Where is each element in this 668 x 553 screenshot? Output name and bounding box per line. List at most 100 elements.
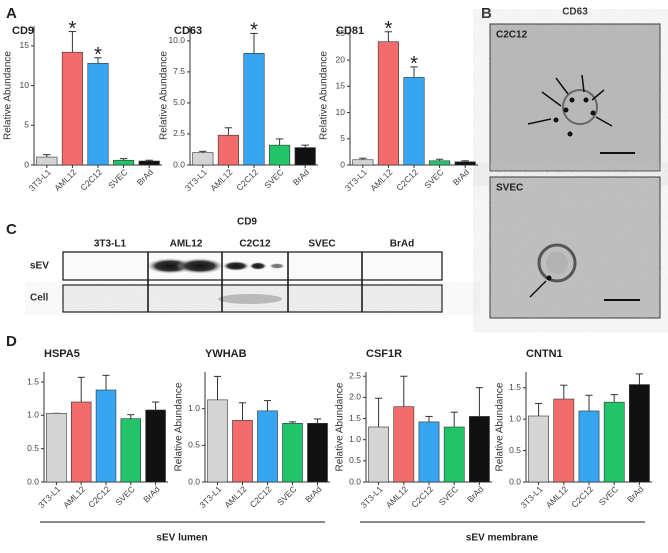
chart-title: CNTN1 bbox=[526, 348, 563, 360]
y-tick-label: 1.0 bbox=[188, 403, 200, 413]
y-axis-label: Relative Abundance bbox=[335, 382, 346, 471]
y-tick-label: 10.0 bbox=[168, 35, 185, 45]
significance-mark: * bbox=[250, 20, 258, 42]
y-tick-label: 25 bbox=[336, 28, 346, 38]
bar bbox=[443, 426, 465, 483]
chart-title: YWHAB bbox=[205, 348, 247, 360]
y-tick-label: 1.5 bbox=[27, 376, 39, 386]
bar bbox=[418, 421, 440, 483]
x-tick-label: C2C12 bbox=[394, 167, 420, 193]
y-tick-label: 5 bbox=[340, 133, 345, 143]
x-tick-label: SVEC bbox=[262, 167, 285, 190]
lane-label: BrAd bbox=[390, 239, 414, 250]
bar bbox=[257, 410, 278, 483]
bar bbox=[95, 389, 117, 483]
y-tick-label: 7.5 bbox=[173, 66, 185, 76]
bar bbox=[403, 77, 425, 166]
x-tick-label: AML12 bbox=[222, 484, 248, 510]
em-title: CD63 bbox=[562, 7, 588, 18]
bar bbox=[113, 159, 135, 166]
chart-title: HSPA5 bbox=[44, 348, 80, 360]
y-tick-label: 0.0 bbox=[27, 476, 39, 486]
x-tick-label: SVEC bbox=[422, 167, 445, 190]
x-tick-label: 3T3-L1 bbox=[343, 167, 369, 193]
bar bbox=[269, 144, 291, 166]
x-tick-label: 3T3-L1 bbox=[358, 484, 384, 510]
x-tick-label: C2C12 bbox=[248, 484, 274, 510]
y-axis-label: Relative Abundance bbox=[159, 51, 170, 140]
x-tick-label: 3T3-L1 bbox=[183, 167, 209, 193]
y-tick-label: 2.5 bbox=[349, 370, 361, 380]
y-tick-label: 15 bbox=[336, 81, 346, 91]
bar bbox=[192, 152, 214, 166]
bar bbox=[352, 159, 374, 166]
em-image: C2C12 bbox=[489, 23, 661, 172]
panel-letter: A bbox=[6, 5, 17, 22]
significance-mark: * bbox=[410, 53, 418, 75]
bar bbox=[243, 53, 265, 166]
row-label: Cell bbox=[30, 293, 49, 304]
y-tick-label: 1.0 bbox=[27, 410, 39, 420]
y-axis-label: Relative Abundance bbox=[495, 382, 506, 471]
y-tick-label: 0 bbox=[24, 159, 29, 169]
x-tick-label: C2C12 bbox=[78, 167, 104, 193]
y-tick-label: 1.0 bbox=[509, 413, 521, 423]
y-tick-label: 2.5 bbox=[173, 128, 185, 138]
x-tick-label: AML12 bbox=[208, 167, 234, 193]
y-tick-label: 0.0 bbox=[188, 476, 200, 486]
bar bbox=[46, 413, 67, 483]
lane-label: C2C12 bbox=[239, 239, 271, 250]
lane-label: SVEC bbox=[308, 239, 335, 250]
x-tick-label: SVEC bbox=[106, 167, 129, 190]
bar bbox=[120, 418, 142, 483]
y-axis-label: Relative Abundance bbox=[319, 51, 330, 140]
x-tick-label: AML12 bbox=[544, 484, 570, 510]
bar bbox=[307, 423, 328, 483]
bar bbox=[629, 384, 650, 483]
y-tick-label: 20 bbox=[336, 54, 346, 64]
x-tick-label: BrAd bbox=[465, 484, 486, 505]
bar bbox=[603, 401, 625, 483]
bar bbox=[578, 410, 600, 483]
y-tick-label: 0.5 bbox=[188, 440, 200, 450]
panel-letter: B bbox=[481, 5, 492, 22]
x-tick-label: C2C12 bbox=[409, 484, 435, 510]
x-tick-label: SVEC bbox=[597, 484, 620, 507]
row-label: sEV bbox=[30, 261, 49, 272]
blot bbox=[62, 251, 443, 313]
bar bbox=[377, 41, 399, 166]
y-tick-label: 1.0 bbox=[349, 434, 361, 444]
y-axis-label: Relative Abundance bbox=[174, 382, 185, 471]
bar bbox=[454, 161, 476, 166]
bar bbox=[217, 134, 239, 166]
bar bbox=[232, 420, 253, 483]
x-tick-label: 3T3-L1 bbox=[36, 484, 62, 510]
significance-mark: * bbox=[94, 44, 102, 66]
lane-label: 3T3-L1 bbox=[94, 239, 127, 250]
y-tick-label: 0.0 bbox=[173, 159, 185, 169]
y-tick-label: 0.5 bbox=[27, 443, 39, 453]
group-label: sEV membrane bbox=[466, 533, 539, 544]
y-tick-label: 0.0 bbox=[509, 476, 521, 486]
x-tick-label: BrAd bbox=[303, 484, 324, 505]
x-tick-label: C2C12 bbox=[569, 484, 595, 510]
bar bbox=[294, 147, 316, 166]
bar bbox=[393, 406, 415, 483]
bar bbox=[145, 409, 166, 483]
bar bbox=[429, 160, 451, 166]
chart-title: CD63 bbox=[174, 25, 202, 37]
y-axis-label: Relative Abundance bbox=[3, 51, 14, 140]
x-tick-label: AML12 bbox=[384, 484, 410, 510]
x-tick-label: AML12 bbox=[368, 167, 394, 193]
y-tick-label: 10 bbox=[20, 80, 30, 90]
em-label: SVEC bbox=[496, 183, 523, 194]
bar bbox=[70, 401, 92, 483]
x-tick-label: SVEC bbox=[275, 484, 298, 507]
y-tick-label: 2.0 bbox=[349, 392, 361, 402]
x-tick-label: C2C12 bbox=[86, 484, 112, 510]
lane-label: AML12 bbox=[170, 239, 203, 250]
group-label: sEV lumen bbox=[156, 533, 207, 544]
y-tick-label: 10 bbox=[336, 107, 346, 117]
x-tick-label: C2C12 bbox=[234, 167, 260, 193]
